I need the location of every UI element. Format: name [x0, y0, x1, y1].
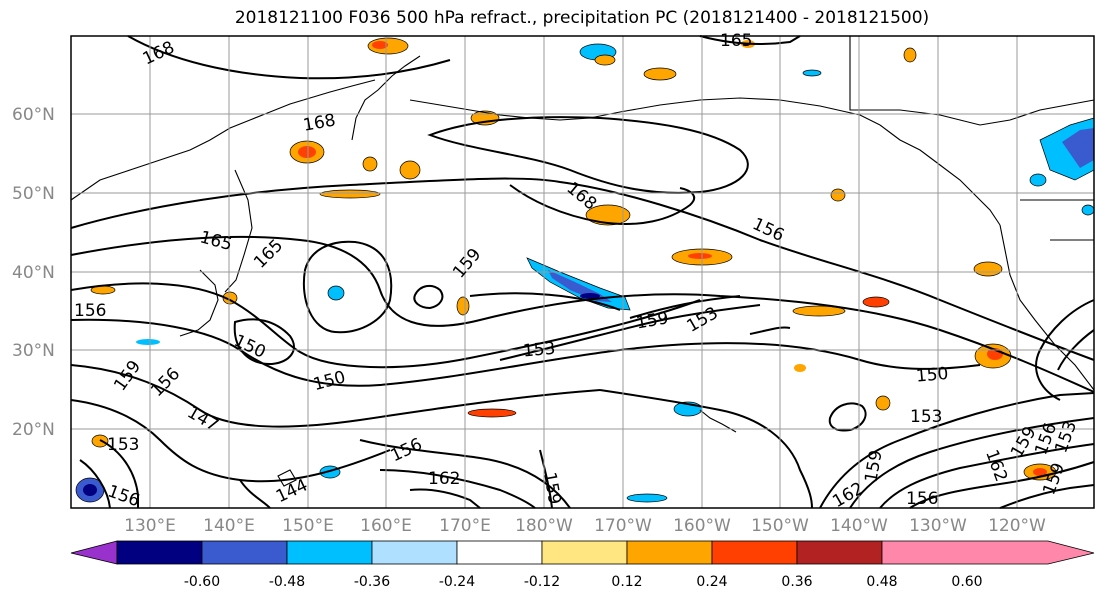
colorbar-tick: -0.12: [524, 574, 560, 590]
lon-label: 130°W: [909, 516, 967, 536]
colorbar-tick: -0.60: [184, 574, 220, 590]
colorbar-tick: 0.12: [611, 574, 642, 590]
colorbar-tick: -0.24: [439, 574, 475, 590]
lon-label: 180°W: [515, 516, 573, 536]
map-title: 2018121100 F036 500 hPa refract., precip…: [234, 8, 930, 28]
colorbar: -0.60 -0.48 -0.36 -0.24 -0.12 0.12 0.24 …: [70, 540, 1095, 590]
contour-label: 150: [915, 364, 949, 387]
map-border: [70, 35, 1095, 509]
refractivity-contours: [70, 35, 1095, 509]
colorbar-segment: [456, 540, 543, 565]
colorbar-tick: 0.48: [866, 574, 897, 590]
contour-label: 153: [107, 435, 139, 455]
lat-label: 30°N: [12, 341, 55, 361]
lon-label: 150°W: [751, 516, 809, 536]
lat-label: 60°N: [12, 105, 55, 125]
longitude-labels: 130°E 140°E 150°E 160°E 170°E 180°W 170°…: [124, 516, 1046, 536]
colorbar-segment: [286, 540, 373, 565]
lon-label: 140°W: [830, 516, 888, 536]
contour-label: 162: [428, 469, 460, 489]
contour-label: 153: [910, 407, 942, 427]
lat-label: 50°N: [12, 184, 55, 204]
colorbar-segment: [541, 540, 628, 565]
colorbar-segment: [626, 540, 713, 565]
colorbar-segment: [201, 540, 288, 565]
colorbar-extend-min: [70, 540, 118, 565]
colorbar-tick: 0.60: [951, 574, 982, 590]
colorbar-tick: -0.48: [269, 574, 305, 590]
contour-label: 156: [906, 489, 938, 509]
lon-label: 140°E: [203, 516, 255, 536]
graticule: [71, 36, 1094, 508]
lon-label: 160°E: [360, 516, 412, 536]
lon-label: 120°W: [988, 516, 1046, 536]
coastlines: [70, 36, 1095, 487]
lat-label: 20°N: [12, 420, 55, 440]
colorbar-segment: [371, 540, 458, 565]
contour-label: 165: [720, 31, 752, 51]
colorbar-segment: [711, 540, 798, 565]
colorbar-extend-max: [881, 540, 1095, 565]
colorbar-tick: -0.36: [354, 574, 390, 590]
colorbar-tick: 0.24: [696, 574, 727, 590]
latitude-labels: 60°N 50°N 40°N 30°N 20°N: [12, 105, 55, 440]
contour-label: 153: [522, 339, 556, 362]
lon-label: 160°W: [673, 516, 731, 536]
colorbar-tick: 0.36: [781, 574, 812, 590]
colorbar-segment: [116, 540, 203, 565]
lon-label: 130°E: [124, 516, 176, 536]
contour-label: 156: [74, 301, 106, 321]
lat-label: 40°N: [12, 263, 55, 283]
lon-label: 170°E: [439, 516, 491, 536]
colorbar-segment: [796, 540, 883, 565]
lon-label: 150°E: [282, 516, 334, 536]
lon-label: 170°W: [594, 516, 652, 536]
